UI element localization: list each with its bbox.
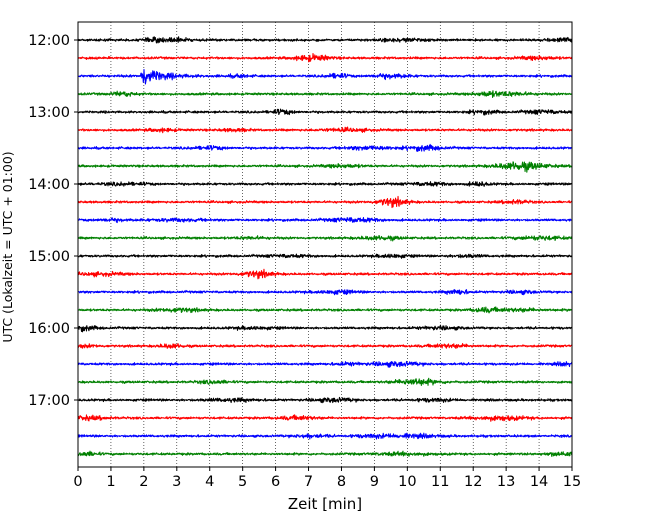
trace-23 — [77, 450, 573, 458]
x-tick-label: 10 — [398, 474, 416, 490]
trace-14 — [77, 289, 573, 296]
trace-7 — [77, 161, 573, 173]
y-tick-label: 13:00 — [28, 105, 70, 121]
trace-22 — [77, 432, 573, 440]
y-tick-label: 14:00 — [28, 177, 70, 193]
y-tick-label: 16:00 — [28, 321, 70, 337]
axes: 0 1 2 3 4 5 6 7 8 9 10 11 12 13 14 1512:0013:0014:0015:… — [28, 21, 581, 490]
trace-12 — [77, 253, 573, 259]
x-tick-label: 7 — [304, 474, 313, 490]
x-tick-label: 6 — [271, 474, 280, 490]
x-tick-label: 2 — [139, 474, 148, 490]
trace-9 — [77, 195, 573, 209]
x-tick-label: 12 — [464, 474, 482, 490]
y-tick-label: 15:00 — [28, 249, 70, 265]
x-tick-label: 0 — [73, 474, 82, 490]
trace-19 — [77, 377, 573, 387]
x-tick-label: 9 — [370, 474, 379, 490]
trace-17 — [77, 343, 573, 350]
trace-10 — [77, 216, 573, 224]
trace-0 — [77, 36, 573, 44]
plot-frame — [77, 21, 573, 468]
x-tick-label: 14 — [530, 474, 548, 490]
trace-1 — [77, 52, 573, 63]
trace-16 — [77, 324, 573, 333]
plot-area — [110, 22, 540, 467]
trace-5 — [77, 126, 573, 134]
trace-21 — [77, 414, 573, 422]
y-tick-label: 12:00 — [28, 33, 70, 49]
x-tick-label: 8 — [337, 474, 346, 490]
trace-4 — [77, 108, 573, 116]
trace-15 — [77, 306, 573, 314]
trace-13 — [77, 268, 573, 280]
x-tick-label: 11 — [431, 474, 449, 490]
x-tick-label: 13 — [497, 474, 515, 490]
trace-8 — [77, 181, 573, 187]
x-axis-label: Zeit [min] — [288, 495, 362, 513]
x-tick-label: 3 — [172, 474, 181, 490]
trace-3 — [77, 90, 573, 98]
trace-6 — [77, 143, 573, 153]
y-tick-label: 17:00 — [28, 393, 70, 409]
x-tick-label: 1 — [106, 474, 115, 490]
seismic-traces — [77, 36, 573, 458]
trace-2 — [77, 69, 573, 85]
x-tick-label: 5 — [238, 474, 247, 490]
trace-18 — [77, 360, 573, 368]
y-axis-label: UTC (Lokalzeit = UTC + 01:00) — [0, 151, 15, 342]
x-tick-label: 15 — [563, 474, 581, 490]
x-tick-label: 4 — [205, 474, 214, 490]
trace-20 — [77, 396, 573, 404]
trace-11 — [77, 234, 573, 242]
